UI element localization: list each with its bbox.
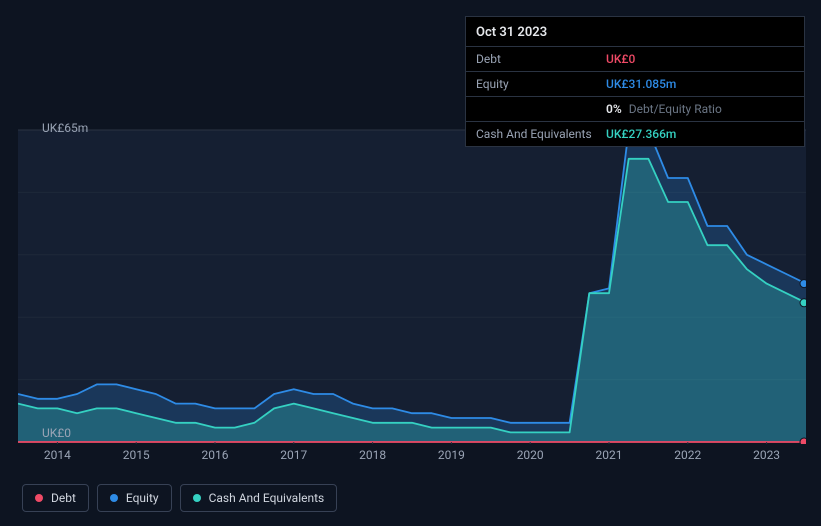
tooltip-date: Oct 31 2023 bbox=[466, 17, 804, 46]
legend-item-equity[interactable]: Equity bbox=[97, 484, 172, 512]
x-tick-label: 2022 bbox=[648, 448, 727, 468]
tooltip-label-debt: Debt bbox=[476, 52, 606, 66]
tooltip-value-equity: UK£31.085m bbox=[606, 77, 794, 91]
x-tick-label: 2023 bbox=[727, 448, 806, 468]
legend-dot-icon bbox=[110, 494, 118, 502]
tooltip-label-ratio bbox=[476, 102, 606, 116]
legend: Debt Equity Cash And Equivalents bbox=[22, 484, 337, 512]
tooltip-row-equity: Equity UK£31.085m bbox=[466, 71, 804, 96]
legend-label: Equity bbox=[126, 491, 159, 505]
legend-dot-icon bbox=[35, 494, 43, 502]
x-tick-label: 2020 bbox=[491, 448, 570, 468]
x-tick-label: 2014 bbox=[18, 448, 97, 468]
x-tick-label: 2015 bbox=[97, 448, 176, 468]
x-tick-label: 2019 bbox=[412, 448, 491, 468]
tooltip-value-debt: UK£0 bbox=[606, 52, 794, 66]
chart-svg[interactable] bbox=[18, 124, 806, 444]
legend-label: Debt bbox=[51, 491, 76, 505]
legend-item-cash-and-equivalents[interactable]: Cash And Equivalents bbox=[180, 484, 338, 512]
x-axis: 2014201520162017201820192020202120222023 bbox=[18, 448, 806, 468]
legend-label: Cash And Equivalents bbox=[209, 491, 325, 505]
tooltip-row-debt: Debt UK£0 bbox=[466, 46, 804, 71]
tooltip-row-ratio: 0% Debt/Equity Ratio bbox=[466, 96, 804, 121]
ratio-sublabel: Debt/Equity Ratio bbox=[629, 102, 722, 116]
x-tick-label: 2018 bbox=[333, 448, 412, 468]
tooltip-label-equity: Equity bbox=[476, 77, 606, 91]
y-axis-min-label: UK£0 bbox=[42, 426, 71, 440]
x-tick-label: 2021 bbox=[570, 448, 649, 468]
tooltip-value-ratio: 0% Debt/Equity Ratio bbox=[606, 102, 794, 116]
legend-item-debt[interactable]: Debt bbox=[22, 484, 89, 512]
tooltip-value-cash: UK£27.366m bbox=[606, 127, 794, 141]
chart-area: UK£65m UK£0 bbox=[18, 124, 806, 468]
ratio-percent: 0% bbox=[606, 102, 622, 116]
tooltip-row-cash: Cash And Equivalents UK£27.366m bbox=[466, 121, 804, 146]
legend-dot-icon bbox=[193, 494, 201, 502]
y-axis-max-label: UK£65m bbox=[42, 121, 88, 135]
tooltip-label-cash: Cash And Equivalents bbox=[476, 127, 606, 141]
data-tooltip: Oct 31 2023 Debt UK£0 Equity UK£31.085m … bbox=[465, 16, 805, 147]
x-tick-label: 2016 bbox=[176, 448, 255, 468]
x-tick-label: 2017 bbox=[254, 448, 333, 468]
chart-container: Oct 31 2023 Debt UK£0 Equity UK£31.085m … bbox=[0, 0, 821, 526]
